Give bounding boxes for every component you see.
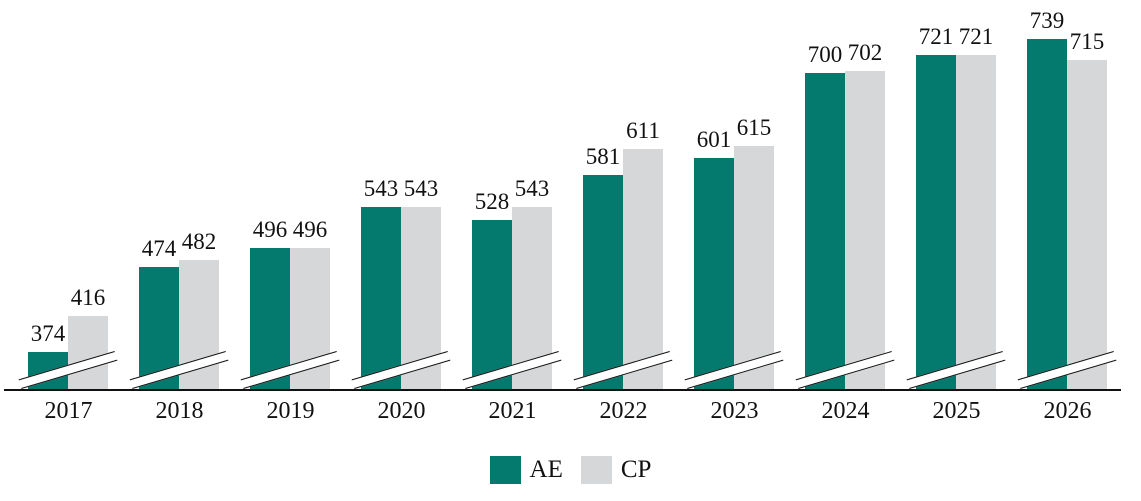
bar-ae-2024	[805, 73, 845, 390]
axis-label-2024: 2024	[821, 398, 870, 424]
bar-cp-2024	[845, 71, 885, 390]
axis-label-2020: 2020	[377, 398, 426, 424]
bar-cp-2017	[68, 316, 108, 390]
x-axis-line	[4, 389, 1121, 391]
value-label-cp-2021: 543	[514, 176, 550, 201]
value-label-cp-2020: 543	[403, 176, 439, 201]
bar-cp-2026	[1067, 60, 1107, 390]
axis-label-2017: 2017	[44, 398, 93, 424]
bar-cp-2022	[623, 149, 663, 390]
legend: AE CP	[0, 456, 1141, 484]
value-label-cp-2017: 416	[70, 285, 106, 310]
axis-label-2019: 2019	[266, 398, 315, 424]
plot-area: 374 416 2017 474 482 2018 496 496 2019 543 543 2020…	[18, 8, 1117, 424]
bar-ae-2025	[916, 55, 956, 390]
legend-swatch-cp	[580, 456, 612, 484]
bar-ae-2020	[361, 207, 401, 390]
bar-cp-2023	[734, 146, 774, 390]
legend-swatch-ae	[489, 456, 521, 484]
axis-label-2022: 2022	[599, 398, 648, 424]
bar-ae-2021	[472, 220, 512, 390]
value-label-ae-2023: 601	[696, 127, 732, 152]
value-label-cp-2025: 721	[958, 24, 994, 49]
legend-label-ae: AE	[529, 456, 563, 483]
axis-label-2023: 2023	[710, 398, 759, 424]
axis-label-2026: 2026	[1043, 398, 1092, 424]
value-label-ae-2017: 374	[30, 321, 66, 346]
value-label-cp-2024: 702	[847, 40, 883, 65]
value-label-cp-2026: 715	[1069, 29, 1105, 54]
value-label-ae-2026: 739	[1029, 8, 1065, 33]
axis-label-2025: 2025	[932, 398, 981, 424]
value-label-cp-2023: 615	[736, 115, 772, 140]
value-label-ae-2024: 700	[807, 42, 843, 67]
value-label-ae-2019: 496	[252, 217, 288, 242]
legend-label-cp: CP	[620, 456, 652, 483]
value-label-ae-2025: 721	[918, 24, 954, 49]
value-label-ae-2018: 474	[141, 236, 177, 261]
axis-label-2021: 2021	[488, 398, 537, 424]
bar-ae-2026	[1027, 39, 1067, 390]
legend-item-ae: AE	[489, 456, 563, 484]
axis-label-2018: 2018	[155, 398, 204, 424]
bar-cp-2025	[956, 55, 996, 390]
bar-ae-2022	[583, 175, 623, 390]
value-label-cp-2022: 611	[626, 118, 660, 143]
value-label-ae-2020: 543	[363, 176, 399, 201]
value-label-ae-2021: 528	[474, 189, 510, 214]
value-label-cp-2018: 482	[181, 229, 217, 254]
value-label-cp-2019: 496	[292, 217, 328, 242]
value-label-ae-2022: 581	[585, 144, 621, 169]
legend-item-cp: CP	[580, 456, 652, 484]
bar-ae-2023	[694, 158, 734, 390]
